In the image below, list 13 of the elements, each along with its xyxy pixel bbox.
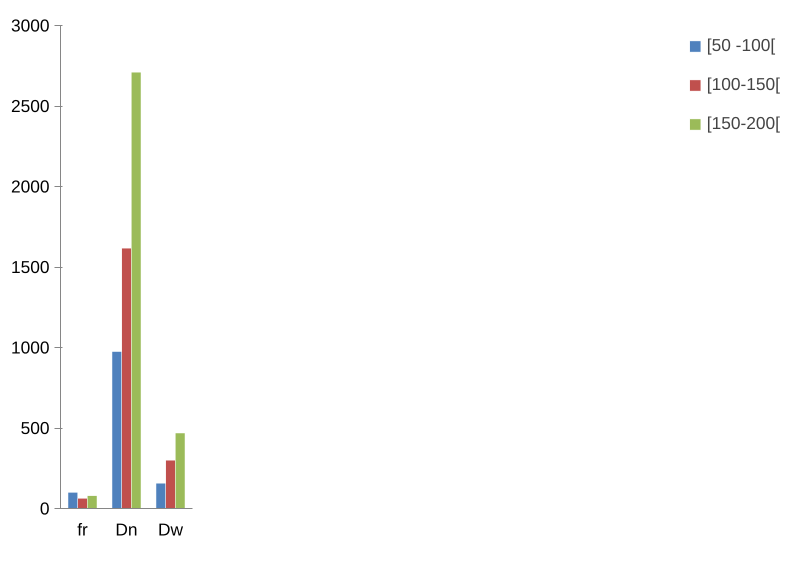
x-tick-label: Dw [158, 520, 184, 540]
y-tick-label: 0 [40, 498, 50, 518]
legend-label: [100-150[ [706, 74, 780, 95]
y-tick-label: 500 [20, 418, 50, 438]
x-tick-label: Dn [115, 520, 138, 540]
y-tick-label: 1000 [10, 338, 50, 358]
y-tick-label: 1500 [10, 257, 50, 277]
y-tick-label: 3000 [10, 16, 50, 36]
legend-label: [150-200[ [706, 113, 780, 134]
y-tick-label: 2000 [10, 176, 50, 196]
y-tick-label: 2500 [10, 96, 50, 116]
x-tick-label: fr [77, 520, 88, 540]
legend-label: [50 -100[ [706, 35, 776, 56]
